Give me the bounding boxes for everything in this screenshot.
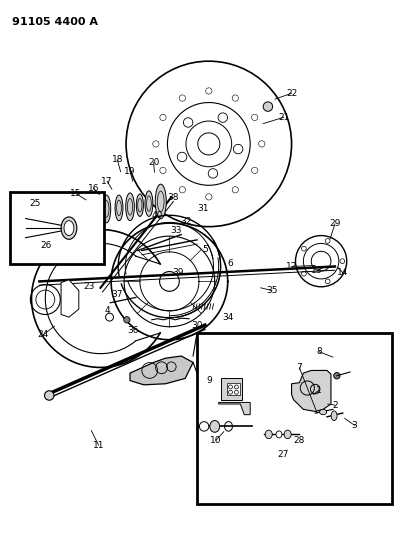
Text: 4: 4 bbox=[104, 306, 110, 314]
Text: 91105 4400 A: 91105 4400 A bbox=[12, 17, 98, 27]
Text: 34: 34 bbox=[222, 313, 233, 322]
Text: 38: 38 bbox=[167, 193, 179, 201]
Text: 26: 26 bbox=[41, 241, 52, 249]
Circle shape bbox=[263, 102, 273, 111]
Circle shape bbox=[45, 391, 54, 400]
Circle shape bbox=[334, 373, 340, 379]
Text: 35: 35 bbox=[266, 286, 278, 295]
Text: 28: 28 bbox=[294, 436, 305, 445]
Polygon shape bbox=[221, 378, 242, 400]
Bar bbox=[10, 192, 104, 264]
Ellipse shape bbox=[265, 430, 272, 439]
Text: 15: 15 bbox=[70, 189, 82, 198]
Text: 23: 23 bbox=[83, 282, 94, 291]
Ellipse shape bbox=[126, 193, 134, 221]
Ellipse shape bbox=[136, 194, 143, 216]
Text: 27: 27 bbox=[277, 450, 288, 458]
Text: 37: 37 bbox=[112, 290, 123, 298]
Ellipse shape bbox=[155, 184, 166, 219]
Ellipse shape bbox=[320, 409, 327, 415]
Text: 19: 19 bbox=[124, 167, 136, 176]
Text: 20: 20 bbox=[148, 158, 159, 167]
Text: 7: 7 bbox=[297, 364, 302, 372]
Ellipse shape bbox=[102, 195, 111, 223]
Text: 25: 25 bbox=[29, 199, 40, 208]
Text: 17: 17 bbox=[101, 177, 113, 185]
Text: 12: 12 bbox=[286, 262, 297, 271]
Text: 2: 2 bbox=[332, 401, 338, 409]
Text: 16: 16 bbox=[87, 184, 99, 192]
Text: 14: 14 bbox=[337, 269, 348, 277]
Text: 3: 3 bbox=[352, 421, 357, 430]
Text: 40: 40 bbox=[152, 212, 163, 220]
Text: 22: 22 bbox=[286, 89, 297, 98]
Text: 10: 10 bbox=[210, 436, 222, 445]
Text: 11: 11 bbox=[93, 441, 104, 449]
Ellipse shape bbox=[284, 430, 291, 439]
Text: 39: 39 bbox=[172, 269, 184, 277]
Text: 32: 32 bbox=[181, 217, 192, 225]
Text: 13: 13 bbox=[311, 266, 323, 275]
Text: 33: 33 bbox=[170, 226, 182, 235]
Polygon shape bbox=[219, 402, 250, 415]
Text: 8: 8 bbox=[316, 348, 322, 356]
Text: 9: 9 bbox=[206, 376, 212, 384]
Circle shape bbox=[124, 317, 130, 323]
Ellipse shape bbox=[276, 431, 282, 438]
Text: 18: 18 bbox=[112, 156, 123, 164]
Text: 30: 30 bbox=[191, 321, 203, 329]
Text: 31: 31 bbox=[197, 205, 209, 213]
Ellipse shape bbox=[210, 421, 220, 432]
Text: 21: 21 bbox=[278, 113, 289, 122]
Ellipse shape bbox=[64, 221, 74, 236]
Ellipse shape bbox=[331, 411, 337, 421]
Ellipse shape bbox=[115, 195, 123, 221]
Polygon shape bbox=[292, 370, 331, 411]
Polygon shape bbox=[227, 383, 240, 395]
Polygon shape bbox=[130, 356, 193, 385]
Circle shape bbox=[199, 422, 209, 431]
Ellipse shape bbox=[145, 191, 153, 216]
Text: 29: 29 bbox=[329, 220, 340, 228]
Text: 36: 36 bbox=[127, 326, 139, 335]
Text: 24: 24 bbox=[38, 330, 49, 339]
Text: 1: 1 bbox=[316, 386, 322, 394]
Bar bbox=[197, 333, 392, 504]
Text: 6: 6 bbox=[228, 260, 233, 268]
Text: 5: 5 bbox=[202, 245, 208, 254]
Ellipse shape bbox=[61, 217, 77, 239]
Polygon shape bbox=[61, 280, 79, 317]
